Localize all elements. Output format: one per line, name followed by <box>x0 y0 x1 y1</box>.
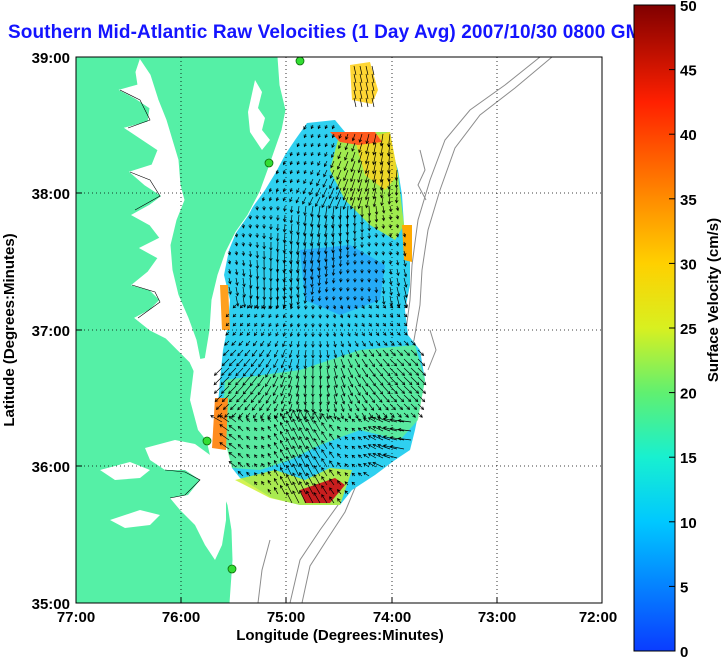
colorbar: 50 45 40 35 30 25 20 15 10 5 0 Surface V… <box>633 0 722 659</box>
radar-station-2 <box>264 158 274 168</box>
x-tick-label: 72:00 <box>579 609 617 626</box>
radar-stations <box>202 57 305 574</box>
colorbar-tick-label: 5 <box>680 579 688 596</box>
y-tick-label: 37:00 <box>32 323 70 340</box>
colorbar-tick-label: 10 <box>680 515 697 532</box>
y-tick-label: 38:00 <box>32 186 70 203</box>
colorbar-tick-label: 50 <box>680 0 697 15</box>
y-tick-label: 39:00 <box>32 50 70 67</box>
x-tick-label: 74:00 <box>373 609 411 626</box>
x-tick-label: 75:00 <box>267 609 305 626</box>
x-tick-label: 77:00 <box>57 609 95 626</box>
radar-station-4 <box>227 564 237 574</box>
chesapeake-bay <box>118 58 201 377</box>
x-tick-label: 76:00 <box>162 609 200 626</box>
grid-lines <box>76 57 602 603</box>
colorbar-tick-label: 45 <box>680 63 697 80</box>
colorbar-tick-label: 40 <box>680 127 697 144</box>
colorbar-label: Surface Velocity (cm/s) <box>705 218 722 382</box>
colorbar-tick-label: 35 <box>680 192 697 209</box>
x-tick-label: 73:00 <box>478 609 516 626</box>
radar-station-3 <box>202 436 212 446</box>
colorbar-tick-label: 15 <box>680 450 697 467</box>
y-tick-label: 36:00 <box>32 459 70 476</box>
colorbar-tick-label: 20 <box>680 386 697 403</box>
y-tick-label: 35:00 <box>32 596 70 613</box>
x-axis-label: Longitude (Degrees:Minutes) <box>236 627 444 644</box>
map-title: Southern Mid-Atlantic Raw Velocities (1 … <box>8 22 654 43</box>
y-axis: 39:00 38:00 37:00 36:00 35:00 Latitude (… <box>1 50 70 613</box>
radar-station-1 <box>295 57 305 66</box>
y-axis-label: Latitude (Degrees:Minutes) <box>1 233 18 426</box>
velocity-arrow-paths <box>210 65 427 504</box>
colorbar-tick-label: 0 <box>680 644 688 659</box>
x-axis: 77:00 76:00 75:00 74:00 73:00 72:00 Long… <box>57 609 617 644</box>
colorbar-tick-label: 30 <box>680 256 697 273</box>
colorbar-gradient <box>633 4 676 652</box>
velocity-arrows <box>210 65 427 504</box>
colorbar-tick-label: 25 <box>680 321 697 338</box>
